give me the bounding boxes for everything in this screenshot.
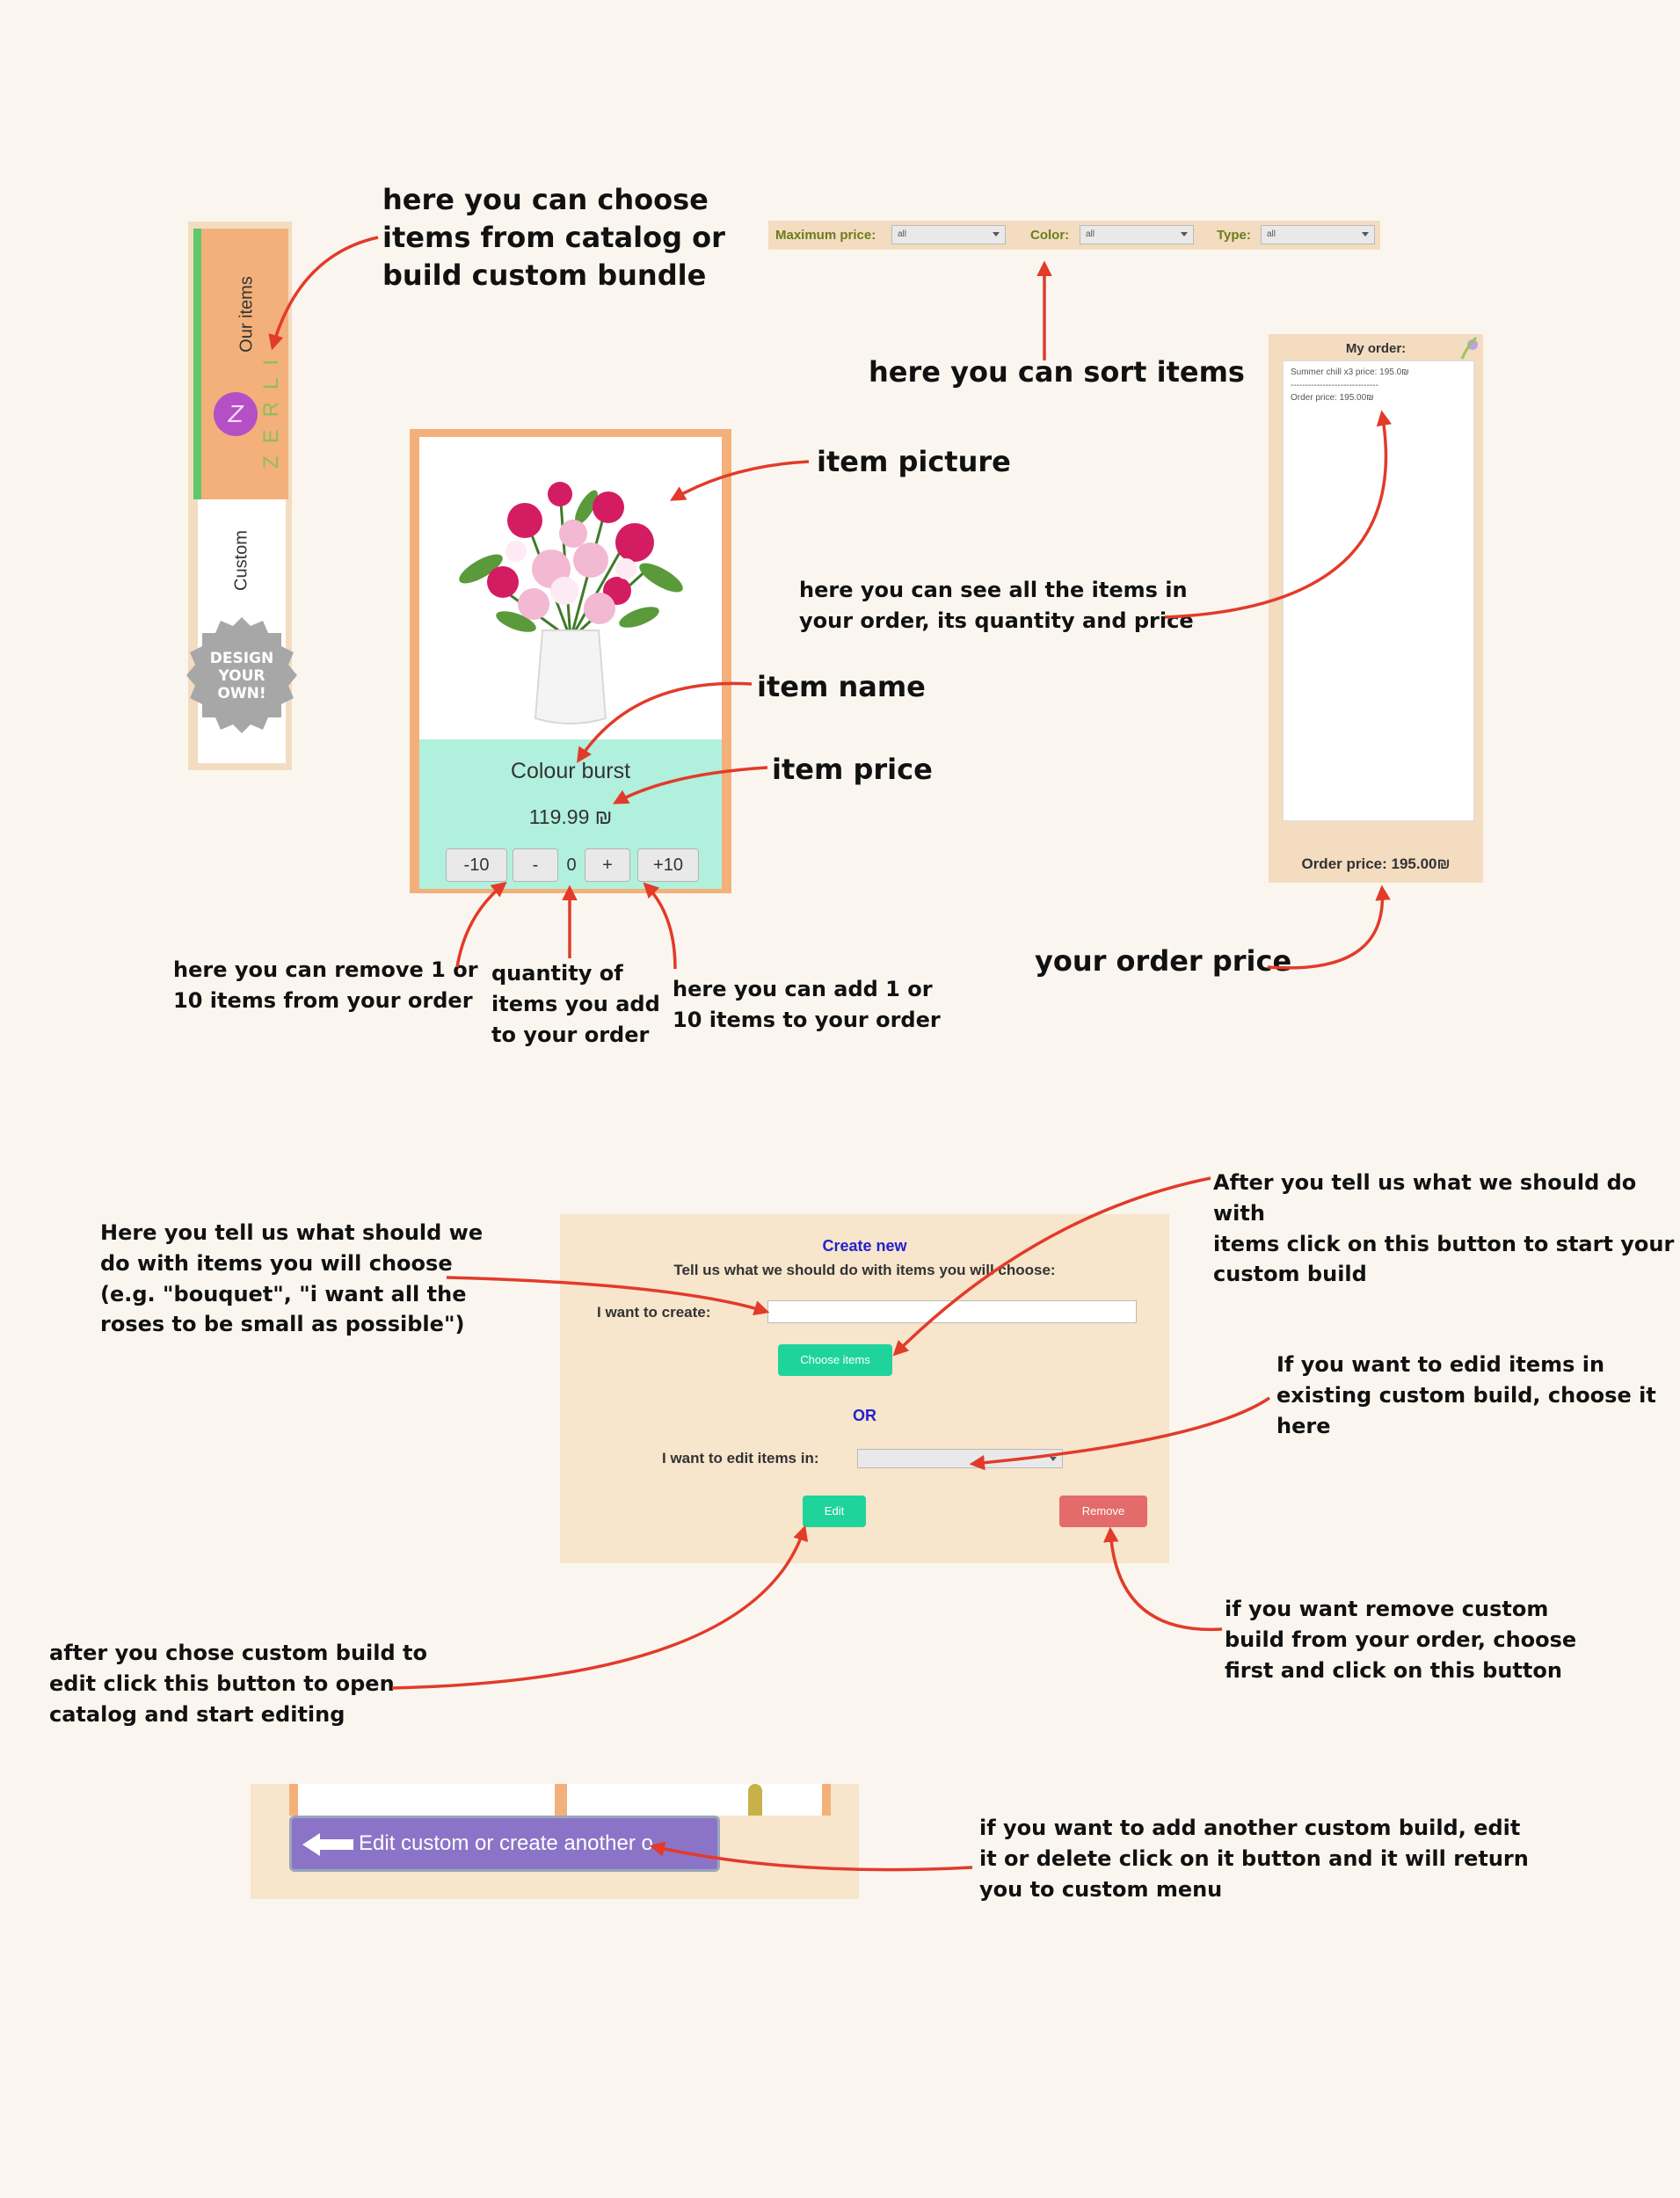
- design-badge-line-2: YOUR: [217, 667, 265, 685]
- note-choose-button: After you tell us what we should do with…: [1213, 1170, 1675, 1287]
- card-divider: [289, 1784, 298, 1816]
- note-remove-button: if you want remove custom build from you…: [1225, 1597, 1577, 1683]
- edit-custom-button[interactable]: Edit custom or create another o: [289, 1816, 720, 1872]
- edit-custom-button-label: Edit custom or create another o: [359, 1831, 653, 1855]
- order-total-price: Order price: 195.00₪: [1301, 855, 1451, 872]
- note-back-button: if you want to add another custom build,…: [979, 1816, 1529, 1902]
- flower-corner-icon: [1460, 336, 1478, 360]
- note-item-picture: item picture: [817, 445, 1011, 478]
- arrow-item-name: [577, 681, 753, 763]
- design-badge-line-1: DESIGN: [210, 650, 273, 667]
- order-line: Summer chill x3 price: 195.0₪: [1291, 368, 1409, 377]
- minus-1-button[interactable]: -: [513, 848, 558, 882]
- create-title: Create new: [822, 1237, 907, 1255]
- plus-1-button[interactable]: +: [585, 848, 630, 882]
- note-edit-existing: If you want to edid items in existing cu…: [1276, 1352, 1656, 1438]
- note-item-name: item name: [757, 670, 926, 703]
- arrow-item-price: [612, 766, 768, 804]
- filter-bar: Maximum price: all Color: all Type: all: [768, 221, 1380, 250]
- card-image-peek: [748, 1784, 762, 1816]
- or-separator: OR: [853, 1407, 876, 1424]
- note-order-list: here you can see all the items in your o…: [799, 578, 1194, 633]
- tab-custom[interactable]: Custom DESIGN YOUR OWN!: [186, 499, 297, 763]
- zerli-logo-icon: Z: [214, 392, 258, 436]
- order-subtotal: Order price: 195.00₪: [1291, 393, 1374, 403]
- note-edit-button: after you chose custom build to edit cli…: [49, 1641, 428, 1727]
- design-your-own-badge: DESIGN YOUR OWN!: [186, 617, 297, 733]
- arrow-choose-button: [892, 1176, 1211, 1357]
- remove-button[interactable]: Remove: [1059, 1496, 1147, 1527]
- arrow-remove-button: [1103, 1526, 1223, 1632]
- note-quantity: quantity of items you add to your order: [491, 961, 660, 1047]
- color-select[interactable]: all: [1080, 225, 1194, 244]
- arrow-order-price: [1267, 884, 1391, 970]
- create-subtitle: Tell us what we should do with items you…: [673, 1262, 1056, 1278]
- back-arrow-icon: [302, 1833, 353, 1856]
- plus-10-button[interactable]: +10: [637, 848, 699, 882]
- arrow-create-what: [446, 1276, 770, 1316]
- choose-items-button[interactable]: Choose items: [778, 1344, 892, 1376]
- card-divider: [555, 1784, 567, 1816]
- note-sort-items: here you can sort items: [869, 355, 1245, 389]
- order-title: My order:: [1345, 341, 1407, 356]
- card-divider: [822, 1784, 831, 1816]
- create-custom-panel: Create new Tell us what we should do wit…: [560, 1214, 1169, 1563]
- type-select[interactable]: all: [1261, 225, 1375, 244]
- product-name: Colour burst: [510, 759, 631, 783]
- arrow-remove-items: [455, 881, 507, 968]
- order-items-list[interactable]: Summer chill x3 price: 195.0₪ ----------…: [1283, 360, 1474, 821]
- arrow-item-picture: [669, 460, 810, 501]
- color-label: Color:: [1030, 228, 1070, 243]
- arrow-choose-items: [268, 236, 379, 351]
- note-add-items: here you can add 1 or 10 items to your o…: [673, 977, 941, 1032]
- flower-bouquet-image: [459, 482, 683, 724]
- chevron-down-icon: [1181, 232, 1188, 237]
- type-label: Type:: [1217, 228, 1251, 243]
- max-price-select[interactable]: all: [891, 225, 1006, 244]
- arrow-back-button: [649, 1841, 973, 1872]
- tab-our-items[interactable]: Our items Z ZERLI: [193, 229, 288, 499]
- note-item-price: item price: [772, 753, 933, 786]
- arrow-edit-button: [391, 1525, 809, 1690]
- edit-button[interactable]: Edit: [803, 1496, 866, 1527]
- edit-items-label: I want to edit items in:: [662, 1450, 819, 1467]
- arrow-order-list: [1164, 410, 1392, 619]
- note-choose-items: here you can choose items from catalog o…: [382, 183, 725, 293]
- want-to-create-label: I want to create:: [597, 1304, 711, 1321]
- arrow-edit-existing: [969, 1396, 1270, 1471]
- chevron-down-icon: [993, 232, 1000, 237]
- note-remove-items: here you can remove 1 or 10 items from y…: [173, 957, 478, 1013]
- chevron-down-icon: [1362, 232, 1369, 237]
- order-separator: ------------------------------: [1291, 380, 1378, 390]
- custom-build-select[interactable]: [857, 1449, 1063, 1468]
- quantity-value: 0: [566, 855, 577, 875]
- product-price: 119.99 ₪: [528, 805, 613, 828]
- chevron-down-icon: [1050, 1457, 1057, 1461]
- design-badge-line-3: OWN!: [217, 685, 265, 702]
- arrow-add-items: [643, 882, 677, 970]
- max-price-label: Maximum price:: [775, 228, 876, 243]
- minus-10-button[interactable]: -10: [446, 848, 507, 882]
- product-info: Colour burst 119.99 ₪ -10 - 0 + +10: [419, 739, 722, 889]
- note-order-price: your order price: [1035, 944, 1292, 978]
- note-create-what: Here you tell us what should we do with …: [100, 1220, 484, 1337]
